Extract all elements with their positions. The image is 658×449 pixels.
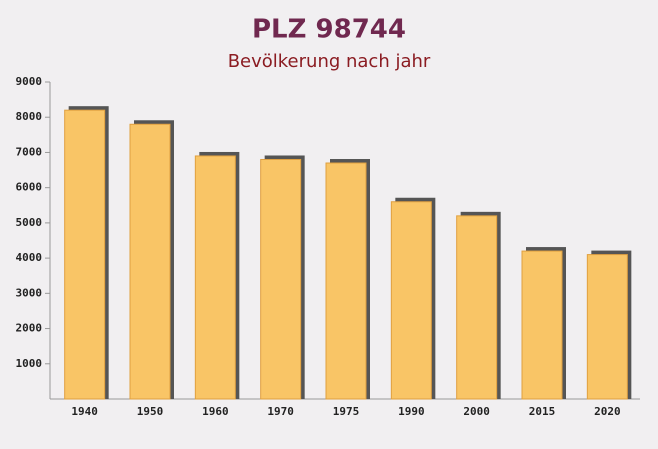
x-tick-label: 2015: [529, 405, 556, 418]
y-tick-label: 3000: [16, 286, 43, 299]
x-tick-label: 1950: [137, 405, 164, 418]
bar: [260, 158, 302, 400]
x-tick-label: 1940: [71, 405, 98, 418]
y-tick-label: 6000: [16, 181, 43, 194]
x-tick-label: 2020: [594, 405, 621, 418]
bar: [129, 123, 171, 400]
bar: [194, 155, 236, 400]
x-tick-label: 1970: [267, 405, 294, 418]
bar: [586, 254, 628, 400]
x-tick-label: 1990: [398, 405, 425, 418]
bar: [390, 201, 432, 400]
x-tick-label: 1975: [333, 405, 360, 418]
y-tick-label: 1000: [16, 357, 43, 370]
y-tick-label: 8000: [16, 110, 43, 123]
bar: [456, 215, 498, 400]
y-tick-label: 2000: [16, 322, 43, 335]
bar: [325, 162, 367, 400]
y-tick-label: 7000: [16, 145, 43, 158]
y-tick-label: 9000: [16, 75, 43, 88]
chart-title: PLZ 98744: [252, 15, 406, 45]
y-tick-label: 5000: [16, 216, 43, 229]
bar: [64, 109, 106, 400]
y-tick-label: 4000: [16, 251, 43, 264]
bar: [521, 250, 563, 400]
chart-subtitle: Bevölkerung nach jahr: [228, 51, 431, 72]
x-tick-label: 2000: [463, 405, 490, 418]
x-tick-label: 1960: [202, 405, 229, 418]
